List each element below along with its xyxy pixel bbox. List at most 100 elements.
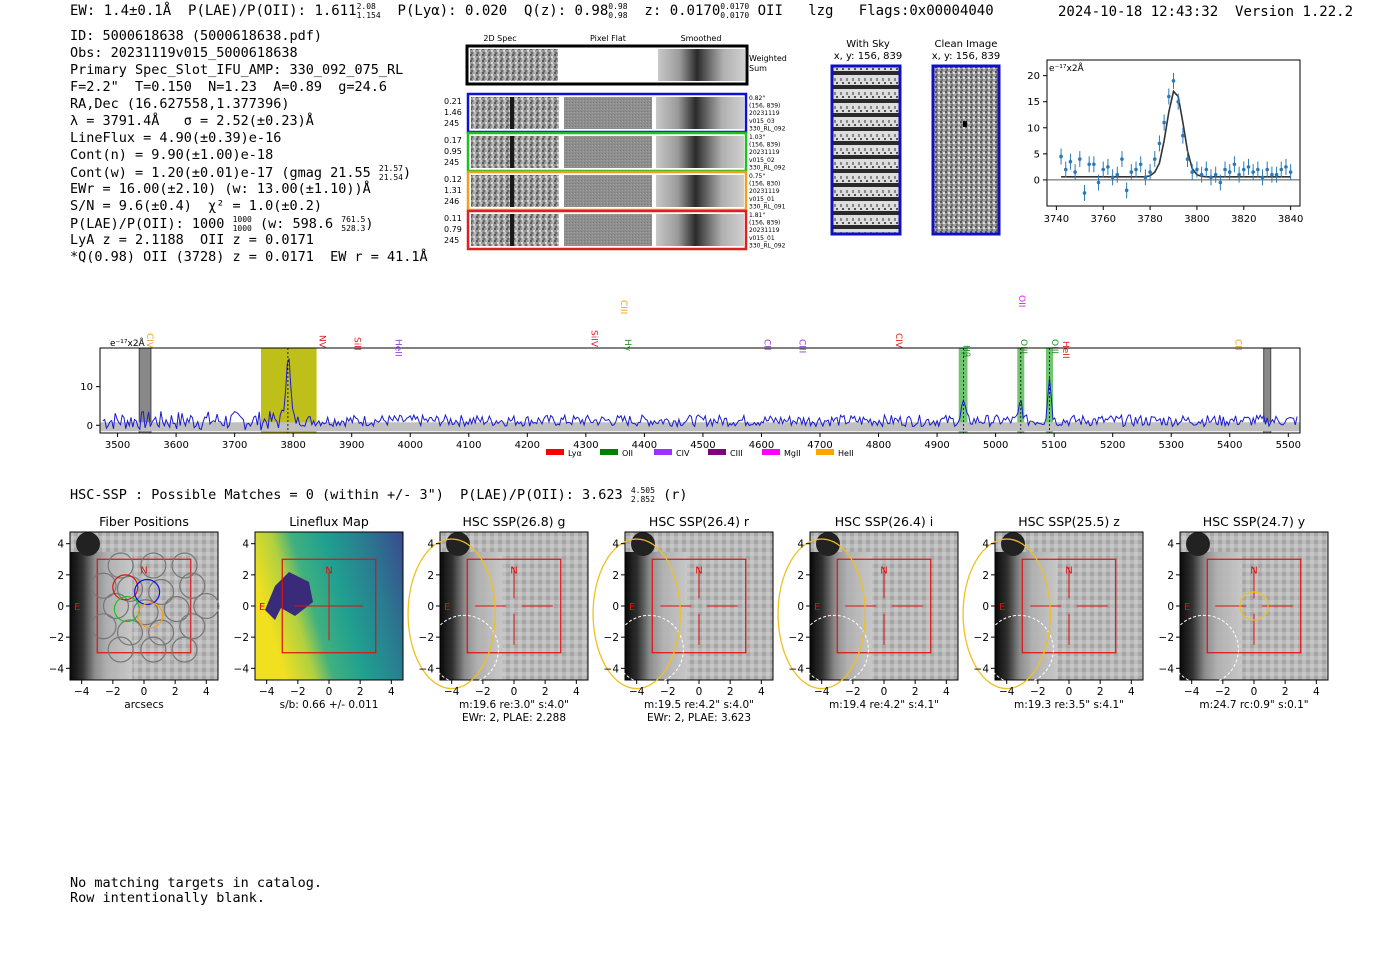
hsc-lo: 2.852 [630, 495, 655, 504]
hsc-xtick-label: −4 [259, 686, 275, 698]
fit-point [1115, 172, 1120, 177]
hsc-ytick-label: −4 [50, 663, 64, 675]
hsc-panel-title: Lineflux Map [289, 514, 369, 529]
spectrum-xtick-label: 3900 [339, 440, 364, 451]
hsc-xtick-label: 2 [172, 686, 179, 698]
hsc-ytick-label: 0 [427, 601, 434, 613]
hsc-xtick-label: 4 [203, 686, 210, 698]
compass-n: N [510, 565, 517, 576]
hsc-bright-source [1186, 532, 1210, 556]
spectrum-xtick-label: 4300 [573, 440, 598, 451]
fit-point [1284, 165, 1288, 169]
info-radec: RA,Dec (16.627558,1.377396) [70, 96, 290, 112]
fiber-row-meta: 1.81" [749, 212, 765, 219]
fiber-row-meta: (156, 839) [749, 220, 780, 227]
weighted-sum-smoothed [658, 49, 745, 81]
fiber-circle [163, 596, 190, 623]
fiber-circle [171, 636, 198, 663]
fiber-circle [102, 592, 130, 620]
clean-source [963, 121, 967, 127]
fit-marks [1047, 72, 1300, 201]
fit-xtick-label: 3820 [1231, 214, 1256, 225]
hsc-panel-title: Fiber Positions [99, 514, 189, 529]
hsc-panel-group: Fiber Positions N E −4 −2 0 2 4 4 2 0 −2 −4 arcsecs Li… [50, 514, 1329, 724]
hsc-xtick-label: 4 [1313, 686, 1320, 698]
fit-model-line [1061, 89, 1291, 178]
hsc-bright-source [631, 532, 655, 556]
cutout-grid: 2D Spec Pixel Flat Smoothed Weighted Sum… [444, 34, 787, 251]
line-fit-chart: e⁻¹⁷x2Å 3740 3760 3780 3800 3820 3840 20 15 10 5 0 [1027, 59, 1303, 225]
legend-swatch [708, 449, 726, 455]
spectrum-xtick-label: 5400 [1217, 440, 1242, 451]
hsc-ytick-label: 2 [427, 570, 434, 582]
spectrum-xtick-label: 3800 [280, 440, 305, 451]
hsc-galaxy [995, 552, 1058, 680]
fit-point [1218, 180, 1223, 185]
fiber-row-meta: v015_03 [749, 118, 775, 125]
z-line: OII [757, 3, 783, 19]
fit-point [1157, 141, 1162, 146]
spectrum-line-label: NV [317, 335, 327, 349]
hsc-xtick-label: 2 [357, 686, 364, 698]
fit-point [1232, 162, 1237, 167]
fit-point [1288, 170, 1293, 174]
fiber-row-meta: 20231119 [749, 149, 780, 156]
fit-point [1223, 167, 1227, 172]
spectrum-line-label: CII [761, 339, 771, 351]
spectrum-xtick-label: 5300 [1158, 440, 1183, 451]
hsc-xtick-label: 0 [326, 686, 333, 698]
spectrum-xtick-label: 3700 [222, 440, 247, 451]
spectrum-highlight [958, 348, 968, 433]
plae-w-hi: 761.5 [341, 215, 366, 224]
spectrum-axes [99, 347, 1301, 434]
fiber-row-meta: 0.82" [749, 95, 765, 102]
fit-ytick-label: 5 [1034, 149, 1040, 160]
info-lineflux: LineFlux = 4.90(±0.39)e-16 [70, 130, 282, 146]
legend-label: HeII [838, 449, 854, 458]
fit-point [1251, 170, 1255, 174]
spectrum-xtick-label: 4200 [515, 440, 540, 451]
hsc-ytick-label: 2 [57, 570, 64, 582]
fiber-circle [179, 572, 206, 599]
spectrum-line-label: CIII [797, 339, 807, 353]
fiber-row-meta: (156, 839) [749, 142, 780, 149]
spectrum-line-label: OIII [1049, 339, 1059, 354]
fit-xtick-label: 3800 [1184, 214, 1209, 225]
fit-point [1143, 175, 1148, 180]
weighted-label: Weighted [749, 54, 787, 63]
legend-label: CIII [730, 449, 743, 458]
fiber-row-meta: v015_02 [749, 157, 775, 164]
plae-hi2: 1000 [232, 215, 252, 224]
hsc-ytick-label: −4 [419, 663, 435, 675]
version: Version 1.22.2 [1235, 4, 1354, 20]
info-lya: LyA z = 2.1188 OII z = 0.0171 [70, 232, 314, 248]
spectrum-xtick-label: 4400 [632, 440, 657, 451]
fiber-row-meta: v015_01 [749, 196, 775, 203]
compass-e: E [259, 602, 265, 613]
sky-images: With Sky x, y: 156, 839 Clean Image x, y… [830, 39, 1001, 236]
hsc-caption: m:19.3 re:3.5" s:4.1" [1014, 699, 1124, 711]
fit-xtick-label: 3780 [1137, 214, 1162, 225]
spectrum-line-label: CIV [144, 333, 154, 349]
hsc-panel-title: HSC SSP(26.8) g [463, 514, 566, 529]
col-header-2dspec: 2D Spec [483, 34, 516, 43]
compass-n: N [140, 565, 147, 576]
hsc-bright-source [816, 532, 840, 556]
fiber-row-meta: 0.75" [749, 173, 765, 180]
fit-point [1260, 175, 1265, 180]
fiber-row-meta: 330_RL_092 [749, 242, 786, 249]
fit-point [1124, 188, 1129, 193]
fiber-row-stat: 246 [444, 197, 459, 206]
hsc-ytick-label: 2 [982, 570, 989, 582]
cont-w-text: Cont(w) = 1.20(±0.01)e-17 (gmag 21.55 [70, 165, 371, 181]
hsc-xtick-label: 4 [573, 686, 580, 698]
fiber-circle [148, 578, 175, 606]
hsc-aperture-box [836, 558, 932, 654]
hsc-ytick-label: −2 [789, 632, 804, 644]
clean-image-title: Clean Image [935, 39, 998, 50]
hsc-bright-source [446, 532, 470, 556]
spectrum-xtick-label: 4100 [456, 440, 481, 451]
hsc-ytick-label: 4 [1167, 539, 1174, 551]
legend-swatch [816, 449, 834, 455]
